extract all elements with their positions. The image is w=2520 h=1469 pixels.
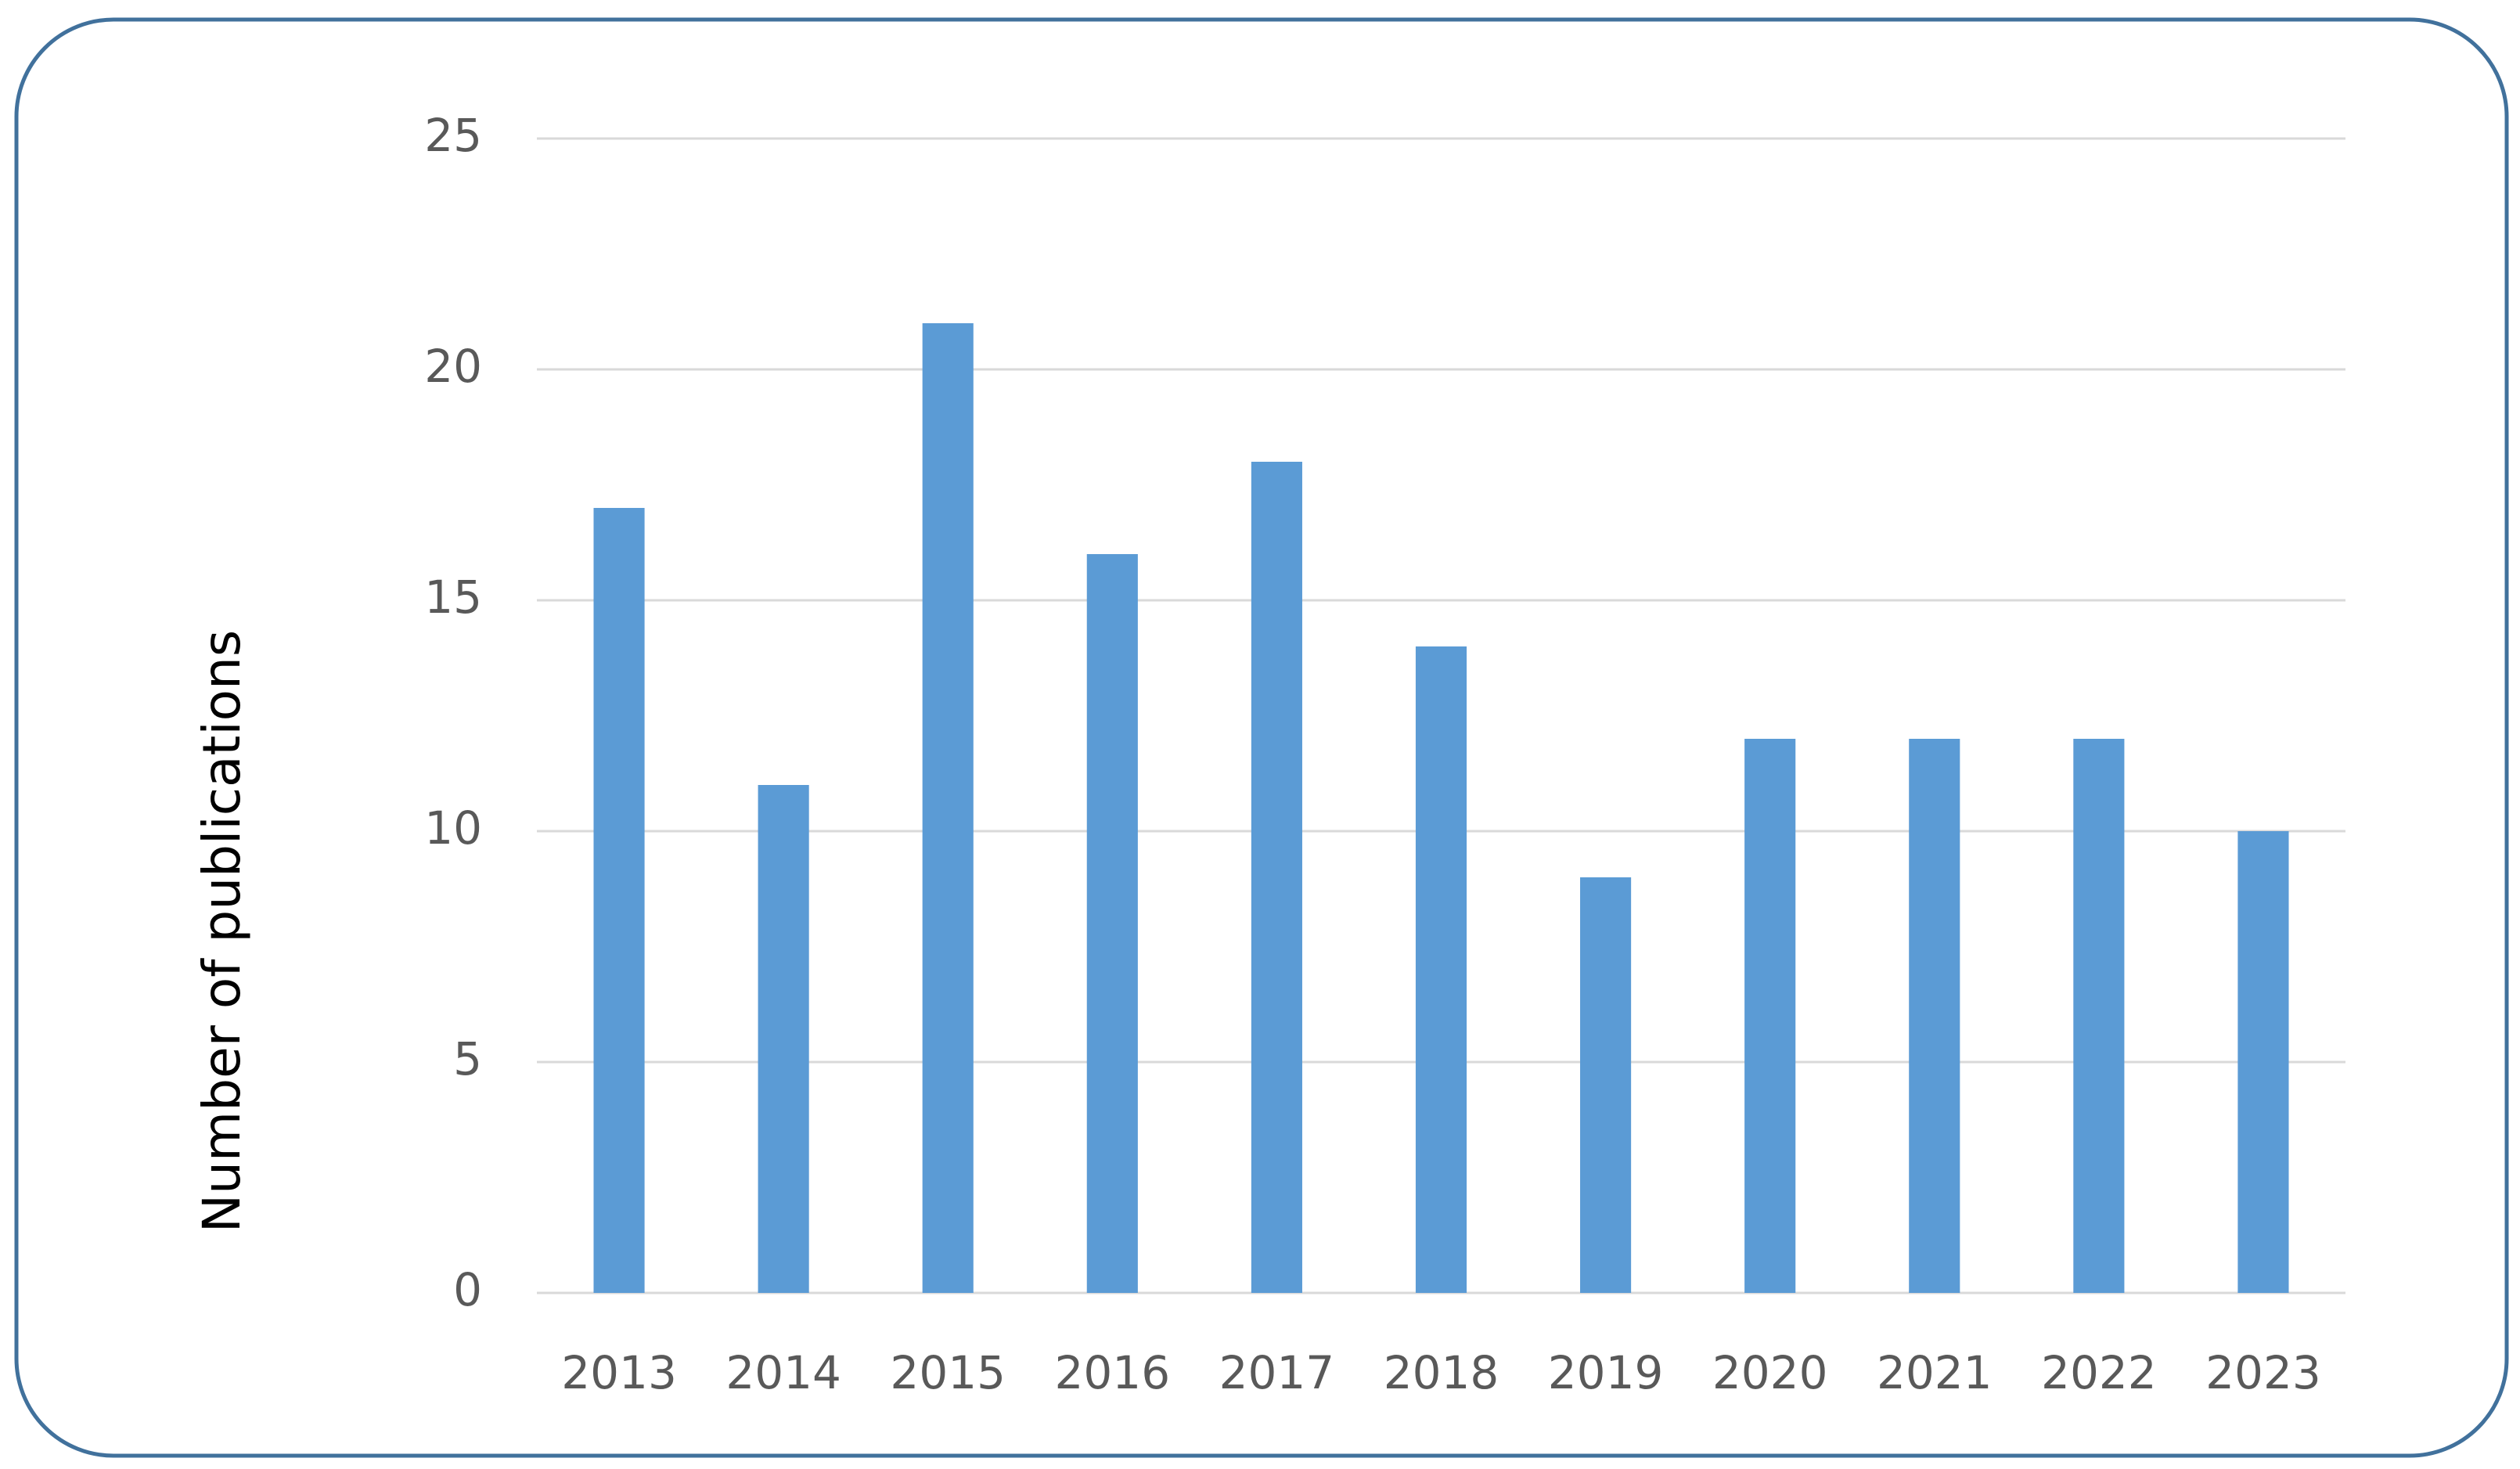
bar (922, 323, 974, 1293)
bar (1744, 739, 1796, 1293)
bar (1909, 739, 1960, 1293)
bar (758, 785, 809, 1293)
bar (2073, 739, 2125, 1293)
bar (1251, 462, 1302, 1293)
bar (2237, 831, 2289, 1293)
y-tick-label: 25 (424, 109, 482, 162)
y-tick-label: 0 (453, 1263, 482, 1316)
x-tick-label: 2018 (1384, 1346, 1499, 1399)
y-tick-label: 15 (424, 571, 482, 624)
x-tick-label: 2015 (890, 1346, 1006, 1399)
x-tick-label: 2013 (561, 1346, 677, 1399)
bar (1086, 554, 1138, 1293)
y-tick-label: 20 (424, 340, 482, 393)
x-tick-label: 2022 (2041, 1346, 2157, 1399)
y-axis-title: Number of publications (192, 630, 252, 1233)
x-tick-label: 2021 (1877, 1346, 1993, 1399)
x-tick-label: 2016 (1055, 1346, 1171, 1399)
x-tick-label: 2019 (1548, 1346, 1664, 1399)
bar (1415, 646, 1467, 1293)
x-tick-label: 2020 (1712, 1346, 1828, 1399)
x-tick-label: 2017 (1219, 1346, 1335, 1399)
y-tick-label: 10 (424, 801, 482, 855)
bar (1580, 877, 1632, 1293)
y-tick-label: 5 (453, 1032, 482, 1086)
x-tick-label: 2014 (725, 1346, 841, 1399)
x-tick-label: 2023 (2205, 1346, 2321, 1399)
bar (593, 508, 645, 1293)
